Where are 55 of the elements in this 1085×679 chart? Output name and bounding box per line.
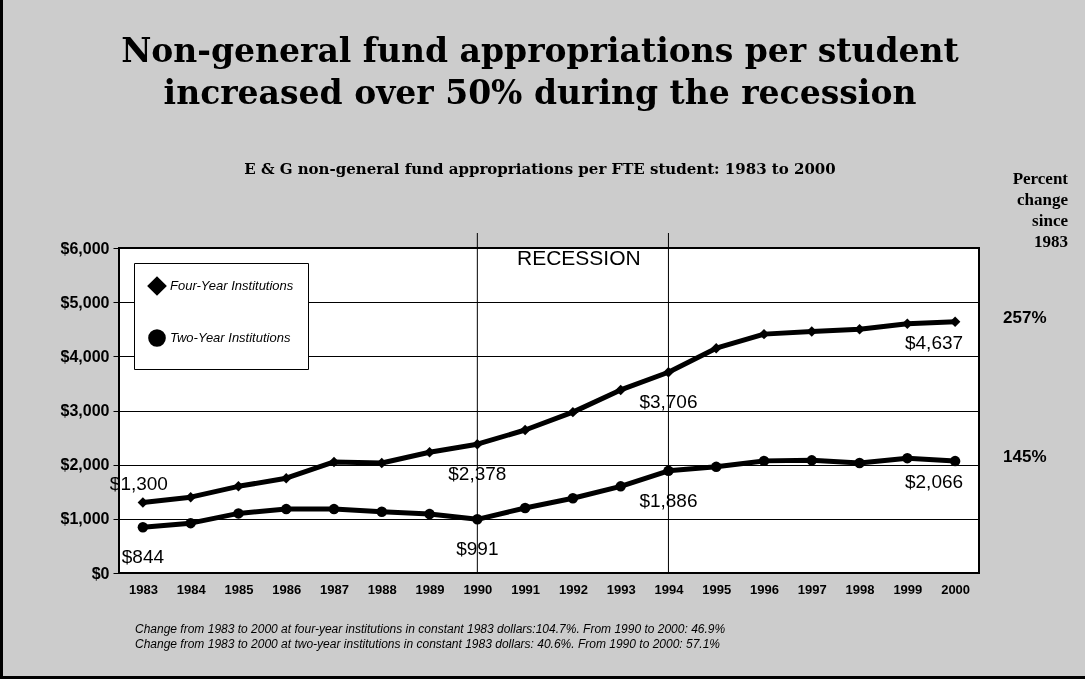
y-tick-label: $6,000 (60, 239, 110, 257)
y-tick-label: $3,000 (60, 402, 110, 419)
point (424, 508, 435, 520)
x-tick-label: 1995 (702, 581, 732, 597)
x-tick-label: 1985 (224, 581, 254, 597)
y-tick-label: $2,000 (60, 456, 110, 474)
point (137, 522, 149, 533)
x-tick-label: 1993 (606, 581, 636, 597)
data-label: $844 (121, 546, 165, 568)
point (280, 503, 292, 515)
point (233, 508, 244, 519)
text: Change from 1983 to 2000 at two-year institutions in constant 1983 dollars: 40.6%. From 1990 to 2000: 57.1% (135, 637, 722, 652)
x-tick-label: 1990 (463, 581, 493, 597)
point (519, 502, 531, 514)
point (185, 517, 196, 529)
legend-label: Two-Year Institutions (170, 330, 291, 345)
legend-label: Four-Year Institutions (170, 278, 294, 293)
x-tick-label: 1997 (797, 581, 827, 597)
text: Change from 1983 to 2000 at four-year institutions in constant 1983 dollars:104.7%. From 1990 to 2000: 46.9% (135, 622, 726, 637)
y-tick-label: $5,000 (60, 293, 110, 311)
x-tick-label: 1984 (176, 581, 207, 597)
chart-subtitle: E & G non-general fund appropriations per FTE student: 1983 to 2000 (244, 160, 836, 178)
point (902, 452, 913, 464)
annotation: 145% (1003, 447, 1047, 467)
point (710, 342, 722, 354)
y-tick-label: $1,000 (60, 510, 110, 528)
annotation: RECESSION (517, 246, 641, 270)
x-tick-label: 1994 (654, 581, 685, 597)
x-tick-label: 1987 (320, 581, 349, 597)
x-tick-label: 1983 (128, 581, 158, 597)
point (615, 384, 626, 396)
point (710, 461, 722, 473)
x-tick-label: 1988 (367, 581, 397, 597)
x-tick-label: 1996 (750, 581, 779, 597)
x-tick-label: 1991 (511, 581, 541, 597)
chart-title: Non-general fund appropriations per student increased over 50% during the recession (120, 30, 960, 114)
x-tick-label: 1998 (845, 581, 875, 597)
y-tick-label: $0 (91, 564, 110, 582)
point (376, 506, 388, 518)
point (949, 455, 961, 467)
annotation: 257% (1003, 307, 1047, 327)
x-tick-label: 1986 (272, 581, 302, 597)
point (806, 455, 818, 466)
x-tick-label: 1989 (415, 581, 445, 597)
point (328, 503, 340, 515)
data-label: $4,637 (904, 331, 964, 353)
data-label: $2,066 (904, 471, 964, 493)
point (567, 493, 579, 504)
text: Percent change since 1983 (1011, 168, 1068, 252)
point (615, 481, 626, 492)
y-tick-label: $4,000 (60, 347, 110, 365)
point (854, 457, 865, 469)
x-tick-label: 1999 (893, 581, 923, 597)
x-tick-label: 2000 (941, 581, 971, 597)
x-tick-label: 1992 (558, 581, 588, 597)
